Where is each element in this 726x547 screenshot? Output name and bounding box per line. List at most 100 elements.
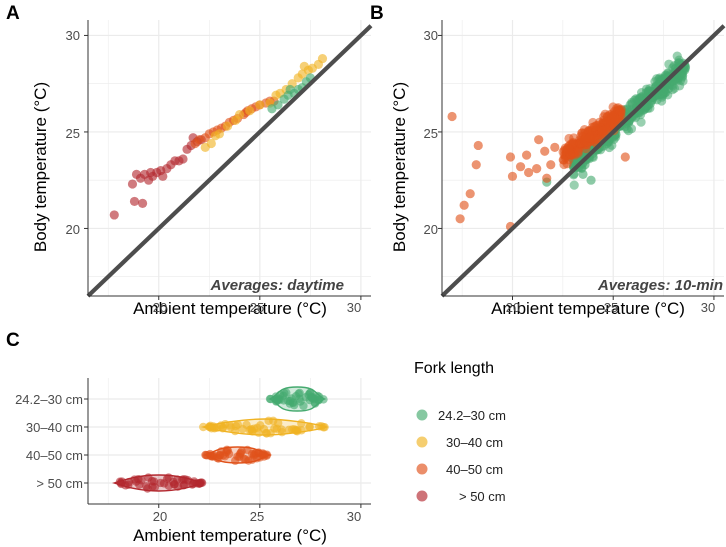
data-point <box>471 160 481 170</box>
data-point <box>271 397 281 406</box>
data-point <box>173 482 183 491</box>
data-point <box>608 102 618 112</box>
data-point <box>459 200 469 210</box>
data-point <box>178 475 187 484</box>
data-point <box>142 482 151 491</box>
data-point <box>243 445 252 455</box>
panel-b-y-tick: 25 <box>424 126 438 141</box>
data-point <box>522 150 532 160</box>
data-point <box>319 395 328 404</box>
panel-c-category-label: 40–50 cm <box>26 448 83 463</box>
data-point <box>197 478 206 487</box>
data-point <box>447 111 457 122</box>
panel-c-x-tick: 30 <box>347 509 361 524</box>
legend-swatch <box>416 463 428 475</box>
data-point <box>289 400 299 410</box>
data-point <box>222 121 233 131</box>
data-point <box>109 210 119 220</box>
legend-label: 24.2–30 cm <box>438 408 506 423</box>
data-point <box>214 129 224 139</box>
panel-a-x-axis-title: Ambient temperature (°C) <box>133 299 327 318</box>
data-point <box>291 392 301 401</box>
data-point <box>550 142 560 152</box>
data-point <box>256 421 265 430</box>
data-point <box>540 146 550 156</box>
data-point <box>241 455 250 464</box>
panel-b-points <box>447 51 691 232</box>
data-point <box>255 100 265 110</box>
panel-a-y-axis-title: Body temperature (°C) <box>31 82 50 252</box>
data-point <box>272 424 282 433</box>
data-point <box>201 450 211 460</box>
data-point <box>235 109 245 120</box>
data-point <box>629 95 640 105</box>
legend: Fork length 24.2–30 cm 30–40 cm 40–50 cm… <box>414 360 506 504</box>
panel-b-x-axis-title: Ambient temperature (°C) <box>491 299 685 318</box>
data-point <box>305 422 314 431</box>
panel-b-y-tick: 20 <box>424 222 438 237</box>
panel-c-axes <box>84 378 371 508</box>
data-point <box>164 473 173 482</box>
panel-b-annotation: Averages: 10-min <box>597 277 723 294</box>
data-point <box>251 449 260 458</box>
data-point <box>137 198 148 208</box>
data-point <box>178 154 188 164</box>
data-point <box>159 479 169 488</box>
panel-a: A Averages: daytime Ambient temperature … <box>6 3 373 318</box>
panel-b: B Averages: 10-min Ambient temperature (… <box>370 3 726 318</box>
data-point <box>626 124 637 134</box>
data-point <box>636 117 646 127</box>
data-point <box>674 81 685 91</box>
panel-c-x-axis-title: Ambient temperature (°C) <box>133 526 327 545</box>
legend-swatch <box>416 490 428 502</box>
data-point <box>137 476 146 485</box>
data-point <box>116 479 126 489</box>
data-point <box>284 425 294 435</box>
panel-b-x-tick: 30 <box>701 300 715 315</box>
data-point <box>248 427 257 436</box>
data-point <box>216 421 226 430</box>
panel-b-x-tick: 20 <box>506 300 520 315</box>
legend-title: Fork length <box>414 360 494 377</box>
data-point <box>225 421 235 430</box>
data-point <box>578 169 588 180</box>
data-point <box>505 152 516 162</box>
data-point <box>586 175 596 185</box>
data-point <box>546 160 556 170</box>
data-point <box>222 445 232 454</box>
data-point <box>515 162 526 172</box>
panel-c-category-label: 24.2–30 cm <box>15 392 83 407</box>
data-point <box>473 140 483 151</box>
panel-a-grid <box>88 20 371 296</box>
data-point <box>207 424 216 433</box>
panel-a-y-tick: 30 <box>66 28 80 43</box>
data-point <box>206 138 216 149</box>
legend-label: > 50 cm <box>459 489 506 504</box>
data-point <box>455 214 465 224</box>
data-point <box>524 167 534 178</box>
legend-swatch <box>416 436 428 448</box>
data-point <box>158 171 168 181</box>
data-point <box>559 155 569 165</box>
legend-label: 30–40 cm <box>446 435 503 450</box>
panel-c-x-tick: 20 <box>153 509 167 524</box>
data-point <box>262 428 271 438</box>
panel-c-points <box>111 386 329 493</box>
data-point <box>589 122 600 132</box>
data-point <box>317 54 328 64</box>
data-point <box>127 179 138 189</box>
legend-swatch <box>416 409 428 421</box>
panel-b-y-tick: 30 <box>424 28 438 43</box>
panel-a-x-tick: 25 <box>250 300 264 315</box>
identity-line <box>440 24 726 298</box>
panel-b-x-tick: 25 <box>604 300 618 315</box>
data-point <box>667 85 678 95</box>
data-point <box>269 416 278 426</box>
data-point <box>285 84 295 95</box>
data-point <box>259 450 269 459</box>
data-point <box>641 88 651 98</box>
data-point <box>597 126 607 136</box>
data-point <box>129 196 140 207</box>
data-point <box>148 482 157 491</box>
panel-c: C 24.2–30 cm 30–40 cm 40–50 cm > 50 cm 2… <box>6 330 371 545</box>
